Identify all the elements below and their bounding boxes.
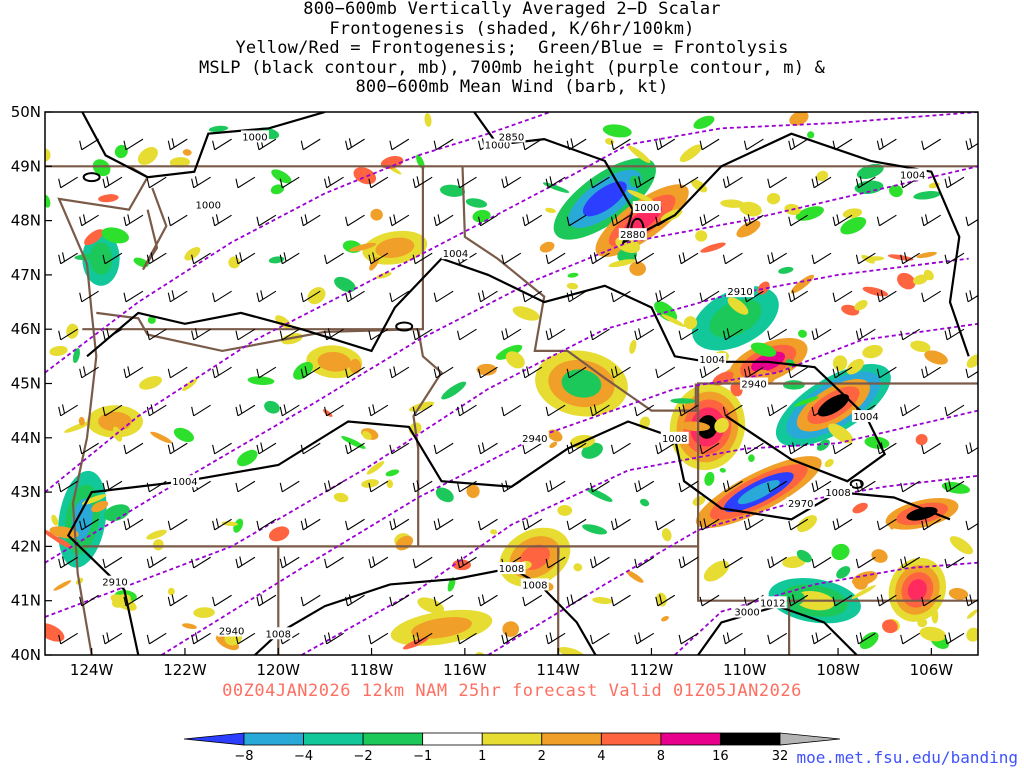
height-label: 2850 bbox=[498, 130, 526, 143]
lon-tick-label: 106W bbox=[910, 661, 954, 679]
lon-tick-label: 108W bbox=[816, 661, 860, 679]
height-label: 2940 bbox=[218, 625, 246, 638]
mslp-label: 1000 bbox=[633, 201, 661, 214]
mslp-label: 1008 bbox=[498, 562, 526, 575]
mslp-label-text: 1008 bbox=[825, 488, 850, 499]
mslp-label: 1000 bbox=[194, 198, 222, 211]
mslp-label-text: 1008 bbox=[522, 580, 547, 591]
colorbar-segment bbox=[661, 733, 721, 745]
mslp-label-text: 1004 bbox=[172, 477, 197, 488]
mslp-label-text: 1008 bbox=[266, 629, 291, 640]
colorbar-segment bbox=[482, 733, 542, 745]
colorbar-tick-label: −2 bbox=[354, 749, 373, 764]
mslp-label-text: 1008 bbox=[662, 434, 687, 445]
height-label: 2940 bbox=[521, 432, 549, 445]
height-label-text: 2850 bbox=[499, 132, 524, 143]
mslp-label: 1004 bbox=[698, 353, 726, 366]
mslp-label: 1000 bbox=[241, 130, 269, 143]
colorbar-tick-label: −1 bbox=[413, 749, 432, 764]
lon-tick-label: 110W bbox=[723, 661, 767, 679]
lon-tick-label: 122W bbox=[163, 661, 207, 679]
colorbar-tick-label: 16 bbox=[712, 749, 729, 764]
shade-speck bbox=[783, 380, 805, 389]
height-label: 2940 bbox=[740, 378, 768, 391]
mslp-label-text: 1000 bbox=[634, 203, 659, 214]
mslp-label: 1004 bbox=[899, 168, 927, 181]
lat-tick-label: 42N bbox=[11, 537, 41, 555]
colorbar-tick-label: 8 bbox=[657, 749, 665, 764]
credit-url[interactable]: moe.met.fsu.edu/banding bbox=[796, 748, 1018, 767]
colorbar-arrow-left bbox=[184, 733, 244, 745]
forecast-valid-time: 00Z04JAN2026 12km NAM 25hr forecast Vali… bbox=[0, 681, 1024, 701]
lon-tick-label: 120W bbox=[257, 661, 301, 679]
mslp-label: 1008 bbox=[264, 627, 292, 640]
height-label-text: 2880 bbox=[620, 230, 645, 241]
height-label-text: 2970 bbox=[788, 499, 813, 510]
lat-tick-label: 45N bbox=[11, 375, 41, 393]
mslp-label-text: 1000 bbox=[196, 200, 221, 211]
colorbar-tick-label: 32 bbox=[772, 749, 789, 764]
mslp-label-text: 1004 bbox=[699, 355, 724, 366]
mslp-label: 1008 bbox=[521, 578, 549, 591]
height-label: 2880 bbox=[619, 228, 647, 241]
lat-tick-label: 46N bbox=[11, 320, 41, 338]
mslp-label-text: 1008 bbox=[499, 564, 524, 575]
mslp-label-text: 1004 bbox=[443, 249, 468, 260]
colorbar-segment bbox=[542, 733, 602, 745]
mslp-label-text: 1012 bbox=[760, 598, 785, 609]
height-label-text: 2910 bbox=[102, 578, 127, 589]
mslp-label: 1012 bbox=[759, 596, 787, 609]
mslp-label: 1004 bbox=[852, 410, 880, 423]
lat-tick-label: 43N bbox=[11, 483, 41, 501]
colorbar-arrow-right bbox=[780, 733, 840, 745]
lat-tick-label: 44N bbox=[11, 429, 41, 447]
height-label-text: 3000 bbox=[734, 608, 759, 619]
colorbar: −8 −4 −2 −1 1 2 4 8 16 32 bbox=[184, 733, 840, 764]
lon-tick-label: 114W bbox=[536, 661, 580, 679]
mslp-label: 1004 bbox=[442, 247, 470, 260]
colorbar-tick-label: 1 bbox=[478, 749, 486, 764]
lat-tick-label: 49N bbox=[11, 157, 41, 175]
colorbar-segment bbox=[720, 733, 780, 745]
mslp-label-text: 1004 bbox=[853, 412, 878, 423]
height-label-text: 2940 bbox=[219, 627, 244, 638]
colorbar-segment bbox=[601, 733, 661, 745]
height-label-text: 2910 bbox=[727, 287, 752, 298]
lon-tick-label: 118W bbox=[350, 661, 394, 679]
height-label: 3000 bbox=[733, 606, 761, 619]
mslp-label-text: 1004 bbox=[900, 170, 925, 181]
height-label: 2970 bbox=[787, 497, 815, 510]
lon-tick-label: 124W bbox=[70, 661, 114, 679]
colorbar-tick-label: −4 bbox=[294, 749, 313, 764]
lat-tick-label: 48N bbox=[11, 212, 41, 230]
colorbar-tick-label: 2 bbox=[538, 749, 546, 764]
colorbar-tick-label: 4 bbox=[597, 749, 605, 764]
colorbar-segment bbox=[244, 733, 304, 745]
lat-tick-label: 47N bbox=[11, 266, 41, 284]
colorbar-segment bbox=[363, 733, 423, 745]
lat-tick-label: 40N bbox=[11, 646, 41, 664]
mslp-label: 1008 bbox=[824, 486, 852, 499]
height-label-text: 2940 bbox=[741, 380, 766, 391]
mslp-label-text: 1000 bbox=[242, 132, 267, 143]
colorbar-segment bbox=[304, 733, 364, 745]
lat-tick-label: 50N bbox=[11, 103, 41, 121]
height-label: 2910 bbox=[726, 285, 754, 298]
mslp-label: 1008 bbox=[661, 432, 689, 445]
lat-tick-label: 41N bbox=[11, 592, 41, 610]
shade-speck bbox=[807, 131, 814, 138]
colorbar-tick-label: −8 bbox=[234, 749, 253, 764]
mslp-label: 1004 bbox=[171, 475, 199, 488]
height-label-text: 2940 bbox=[522, 434, 547, 445]
height-label: 2910 bbox=[101, 576, 129, 589]
colorbar-segment bbox=[423, 733, 483, 745]
lon-tick-label: 112W bbox=[630, 661, 674, 679]
lon-tick-label: 116W bbox=[443, 661, 487, 679]
